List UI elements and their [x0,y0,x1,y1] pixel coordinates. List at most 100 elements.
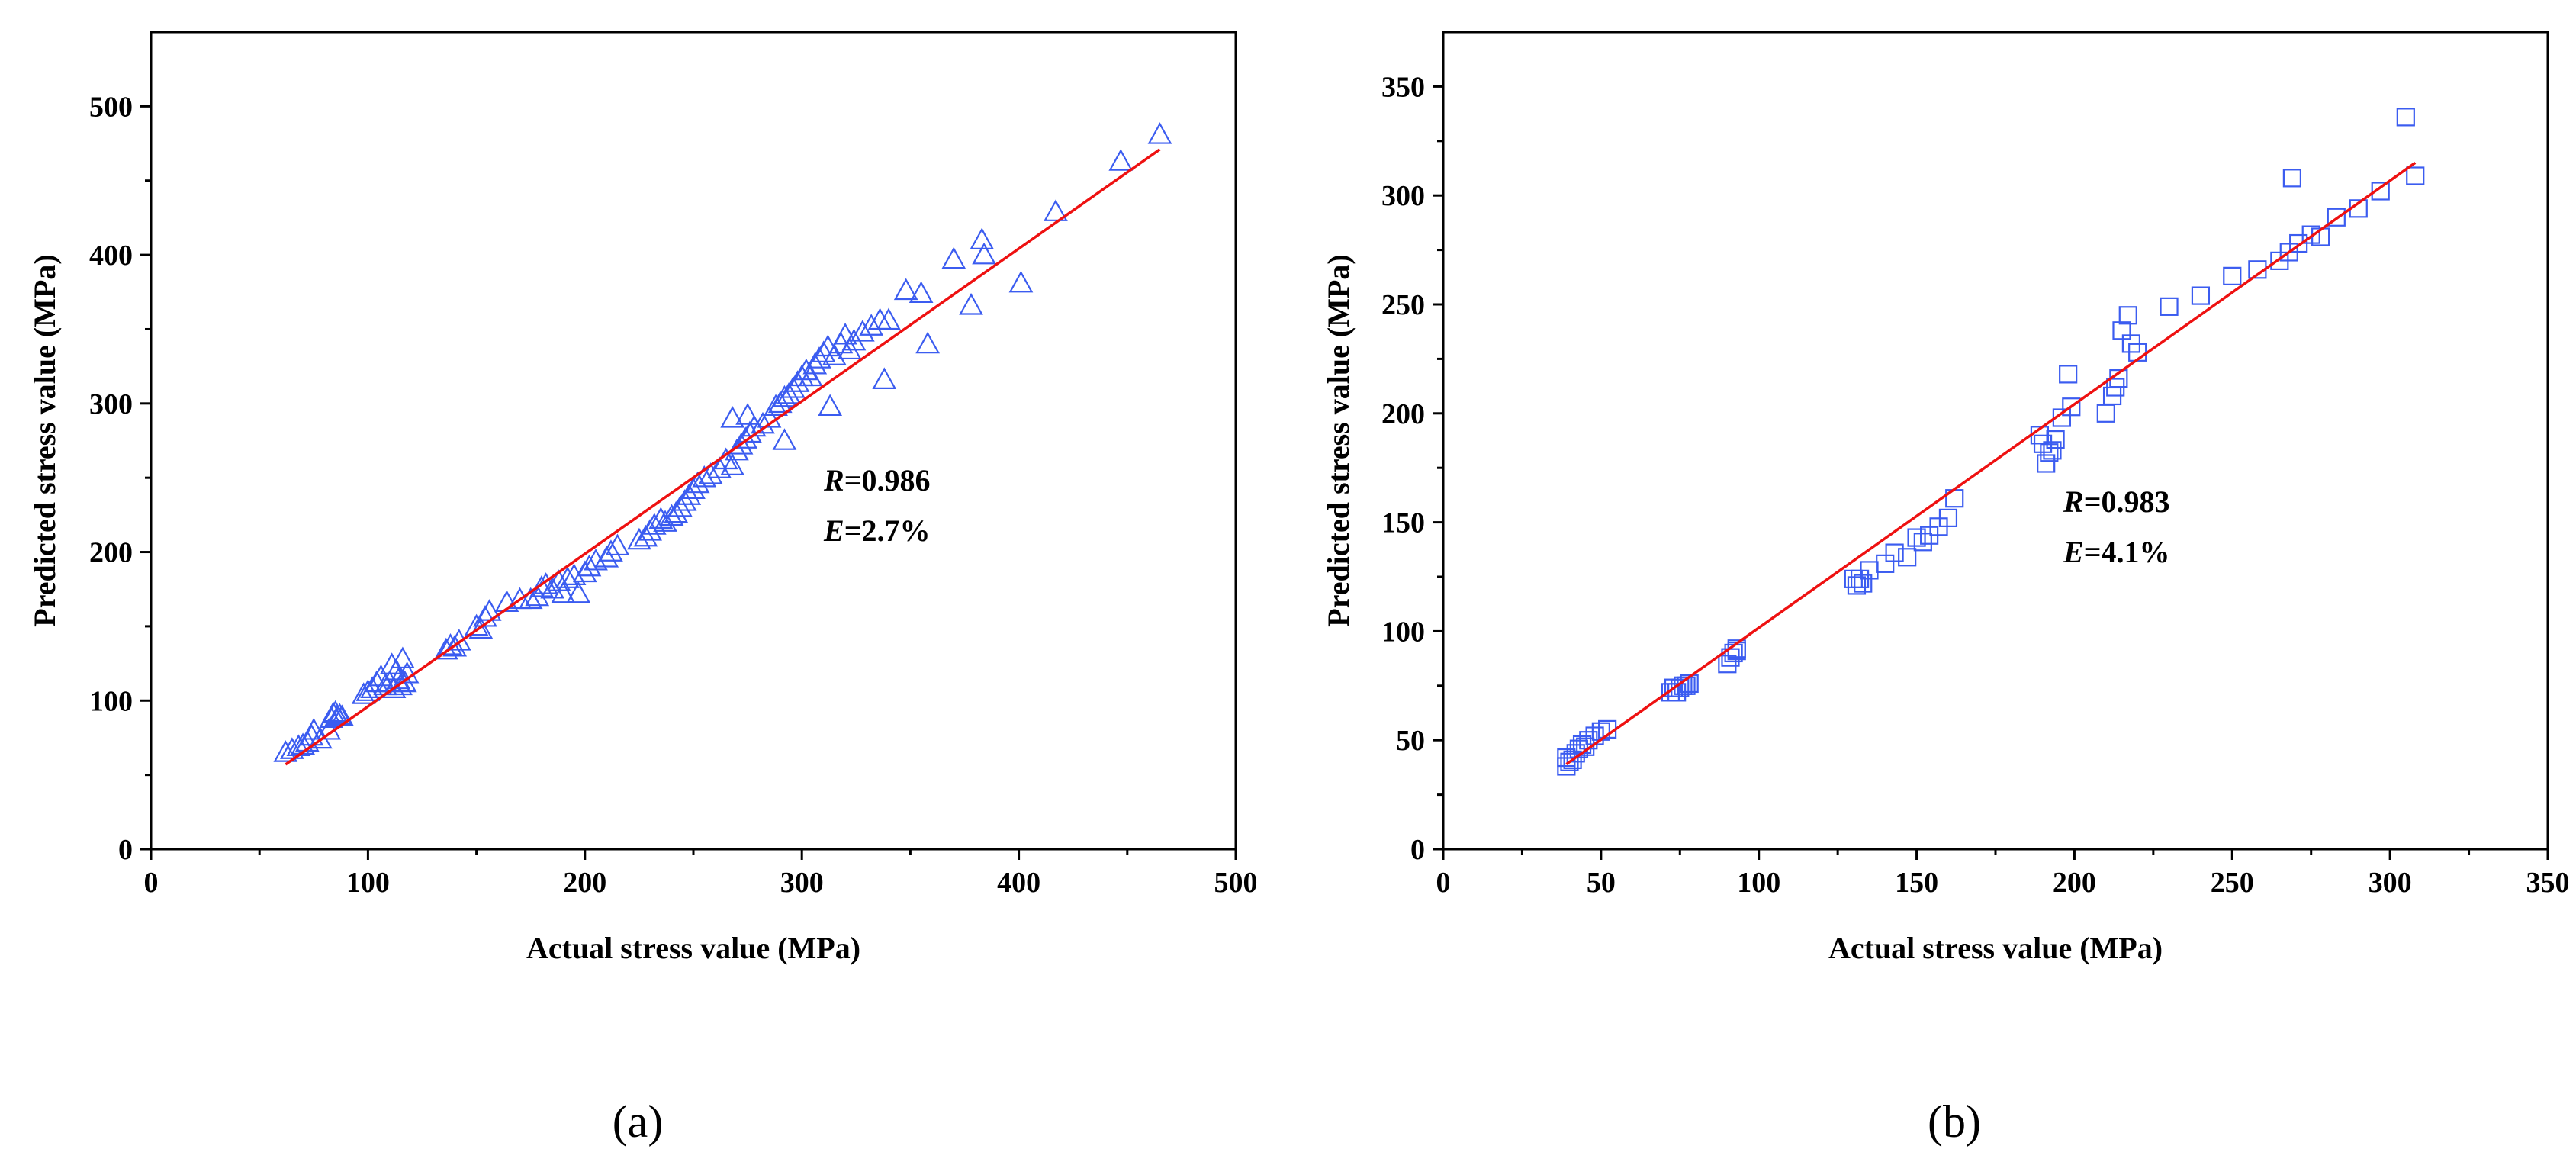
data-point [1671,678,1690,697]
y-tick-label: 100 [89,685,133,717]
data-point [1913,533,1932,552]
data-point [698,462,723,484]
data-point [780,376,806,398]
data-point [833,322,857,345]
data-points [273,122,1172,762]
data-point [1907,528,1926,547]
e-annotation: E=2.7% [823,513,930,548]
x-tick-label: 500 [1214,867,1258,899]
x-tick-label: 0 [144,867,159,899]
data-point [664,500,689,523]
data-point [473,604,497,627]
data-point [642,513,667,535]
data-point [728,433,754,455]
data-point [2062,397,2081,417]
data-point [893,278,918,301]
y-tick-label: 100 [1381,616,1425,648]
data-point [2059,365,2078,384]
plot-frame [1442,31,2549,851]
data-point [2112,321,2131,340]
data-point [2046,430,2065,449]
data-point [850,320,875,342]
data-point [909,281,934,304]
data-point [391,646,415,669]
r-value: =0.986 [844,463,931,497]
y-tick-label: 0 [1410,834,1425,866]
data-point [970,227,995,249]
data-point [872,367,897,389]
data-point [518,587,543,610]
data-point [941,246,966,269]
data-point [794,358,818,381]
data-point [2160,297,2179,316]
r-value: =0.983 [2084,484,2170,519]
r-symbol: R [823,463,844,497]
r-annotation: R=0.986 [823,463,930,497]
data-point [551,581,576,603]
data-point [818,394,843,417]
data-point [633,524,658,547]
x-tick-label: 50 [1587,867,1616,899]
data-point [1718,655,1737,674]
x-tick-label: 150 [1895,867,1938,899]
data-point [2040,443,2059,462]
data-point [1847,576,1867,595]
data-point [566,581,591,603]
y-axis-title: Predicted stress value (MPa) [27,254,62,626]
data-point [1854,574,1873,593]
data-point [915,331,941,354]
y-tick-label: 250 [1381,289,1425,321]
chart-panel-b: 0 50 100 150 200 250 300 350 0 50 100 150 200 250 300 3… [1321,31,2570,1147]
data-point [386,667,411,690]
data-point [1563,750,1582,770]
data-point [811,340,836,362]
data-point [972,242,996,265]
data-point [681,477,706,500]
data-point [772,428,797,450]
r-annotation: R=0.983 [2063,484,2169,519]
x-tick-label: 200 [2053,867,2096,899]
data-point [577,554,602,577]
e-value: =2.7% [844,513,931,548]
data-point [777,381,802,404]
data-point [668,494,693,517]
data-point [2327,208,2346,227]
data-point [2118,306,2137,325]
x-tick-label: 100 [1737,867,1780,899]
data-point [720,406,745,428]
data-point [1108,149,1134,171]
data-point [1876,554,1895,573]
data-point [388,673,413,696]
data-point [572,560,597,583]
y-tick-label: 400 [89,240,133,272]
data-point [798,364,823,387]
data-point [1147,122,1172,144]
r-symbol: R [2063,484,2084,519]
data-point [327,703,352,726]
data-point [757,406,782,428]
data-point [785,370,810,392]
x-tick-label: 350 [2526,867,2570,899]
data-point [384,658,409,681]
y-tick-label: 500 [89,91,133,123]
y-tick-label: 300 [1381,180,1425,212]
data-point [442,634,468,657]
data-point [735,403,760,425]
tick-labels: 0 50 100 150 200 250 300 350 0 50 100 150 200 250 300 3… [1381,71,2570,899]
fit-line [1565,161,2417,766]
data-point [1898,548,1917,567]
x-tick-label: 400 [997,867,1040,899]
data-point [2371,182,2390,201]
data-point [720,453,745,475]
data-point [599,539,623,562]
panel-label-a: (a) [613,1096,664,1147]
data-point [2396,108,2415,127]
y-tick-label: 200 [89,537,133,569]
data-point [672,489,697,511]
x-axis-title: Actual stress value (MPa) [1828,931,2163,965]
tick-labels: 0 100 200 300 400 500 0 100 200 300 400 500 [89,91,1258,899]
data-point [273,740,298,762]
fit-line [285,148,1161,766]
x-tick-label: 250 [2211,867,2254,899]
